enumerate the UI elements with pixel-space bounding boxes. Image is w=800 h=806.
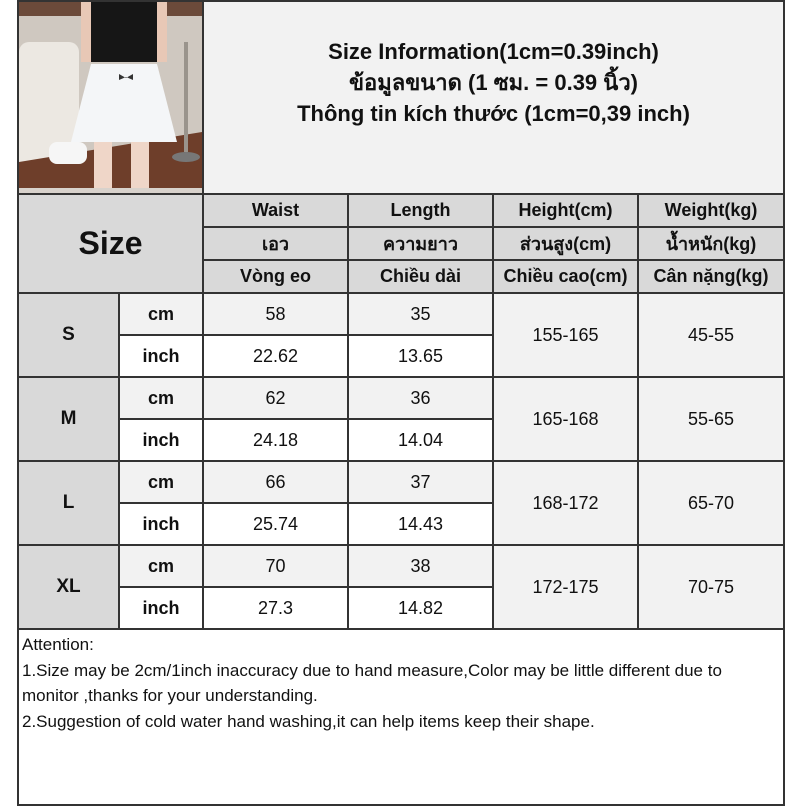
col-waist-en: Waist — [202, 193, 349, 228]
title-english: Size Information(1cm=0.39inch) — [328, 39, 659, 64]
table-row: inch 27.3 14.82 — [18, 586, 784, 630]
waist-cm: 62 — [202, 376, 349, 420]
attention-notes: Attention: 1.Size may be 2cm/1inch inacc… — [17, 628, 785, 806]
table-row: inch 24.18 14.04 — [18, 418, 784, 462]
skirt-model-image — [20, 3, 201, 188]
col-weight-th: น้ำหนัก(kg) — [637, 226, 785, 261]
length-inch: 14.43 — [347, 502, 494, 546]
length-inch: 14.82 — [347, 586, 494, 630]
length-inch: 13.65 — [347, 334, 494, 378]
size-label: L — [17, 460, 120, 546]
table-row: S cm 58 35 155-165 45-55 — [17, 292, 785, 378]
waist-inch: 25.74 — [202, 502, 349, 546]
unit-inch: inch — [118, 586, 204, 630]
col-weight-en: Weight(kg) — [637, 193, 785, 228]
length-inch: 14.04 — [347, 418, 494, 462]
height-range: 168-172 — [492, 460, 639, 546]
col-height-th: ส่วนสูง(cm) — [492, 226, 639, 261]
product-photo — [17, 0, 204, 195]
size-header: Size — [17, 193, 204, 294]
col-length-en: Length — [347, 193, 494, 228]
col-length-th: ความยาว — [347, 226, 494, 261]
size-label: XL — [17, 544, 120, 630]
waist-cm: 58 — [202, 292, 349, 336]
size-label: M — [17, 376, 120, 462]
title-vietnamese: Thông tin kích thước (1cm=0,39 inch) — [297, 101, 690, 126]
col-length-vi: Chiều dài — [347, 259, 494, 294]
unit-inch: inch — [118, 418, 204, 462]
note-item: 1.Size may be 2cm/1inch inaccuracy due t… — [22, 660, 722, 706]
unit-inch: inch — [118, 334, 204, 378]
waist-inch: 27.3 — [202, 586, 349, 630]
height-range: 155-165 — [492, 292, 639, 378]
height-range: 165-168 — [492, 376, 639, 462]
col-waist-th: เอว — [202, 226, 349, 261]
unit-cm: cm — [118, 544, 204, 588]
size-info-title: Size Information(1cm=0.39inch) ข้อมูลขนา… — [202, 0, 785, 195]
weight-range: 55-65 — [637, 376, 785, 462]
unit-cm: cm — [118, 460, 204, 504]
col-height-en: Height(cm) — [492, 193, 639, 228]
weight-range: 45-55 — [637, 292, 785, 378]
waist-inch: 24.18 — [202, 418, 349, 462]
col-waist-vi: Vòng eo — [202, 259, 349, 294]
height-range: 172-175 — [492, 544, 639, 630]
waist-cm: 70 — [202, 544, 349, 588]
title-thai: ข้อมูลขนาด (1 ซม. = 0.39 นิ้ว) — [348, 70, 638, 95]
note-item: 2.Suggestion of cold water hand washing,… — [22, 711, 595, 731]
table-row: L cm 66 37 168-172 65-70 — [17, 460, 785, 546]
col-height-vi: Chiều cao(cm) — [492, 259, 639, 294]
length-cm: 38 — [347, 544, 494, 588]
size-chart: Size Information(1cm=0.39inch) ข้อมูลขนา… — [17, 0, 785, 806]
weight-range: 65-70 — [637, 460, 785, 546]
col-weight-vi: Cân nặng(kg) — [637, 259, 785, 294]
length-cm: 36 — [347, 376, 494, 420]
unit-inch: inch — [118, 502, 204, 546]
waist-inch: 22.62 — [202, 334, 349, 378]
length-cm: 35 — [347, 292, 494, 336]
weight-range: 70-75 — [637, 544, 785, 630]
unit-cm: cm — [118, 376, 204, 420]
table-row: inch 25.74 14.43 — [18, 502, 784, 546]
size-label: S — [17, 292, 120, 378]
table-row: M cm 62 36 165-168 55-65 — [17, 376, 785, 462]
unit-cm: cm — [118, 292, 204, 336]
table-row: XL cm 70 38 172-175 70-75 — [17, 544, 785, 630]
notes-heading: Attention: — [22, 635, 94, 654]
waist-cm: 66 — [202, 460, 349, 504]
table-row: inch 22.62 13.65 — [18, 334, 784, 378]
length-cm: 37 — [347, 460, 494, 504]
